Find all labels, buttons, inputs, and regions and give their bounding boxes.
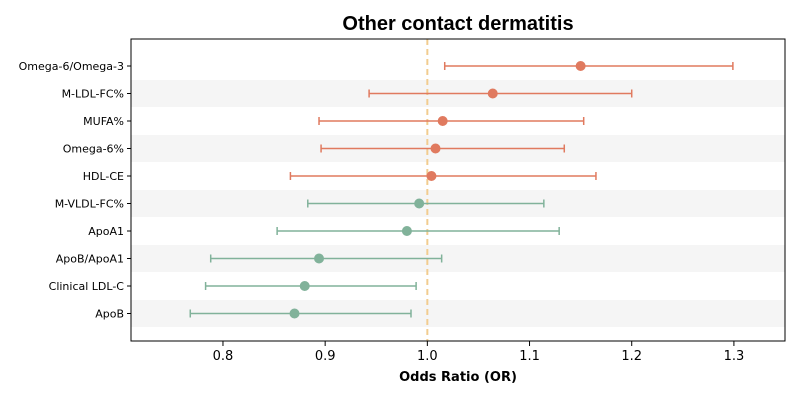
point-estimate: [430, 143, 441, 154]
row-label: Omega-6%: [63, 143, 124, 156]
point-estimate: [575, 61, 586, 71]
row-label: MUFA%: [83, 115, 124, 128]
row-label: ApoB: [95, 308, 124, 321]
x-tick-label: 1.3: [724, 349, 745, 364]
row-label: Clinical LDL-C: [49, 280, 125, 293]
x-tick-label: 1.2: [621, 349, 642, 364]
row-label: Omega-6/Omega-3: [19, 60, 124, 73]
row-label: ApoA1: [88, 225, 124, 238]
y-axis-labels: Omega-6/Omega-3 M-LDL-FC% MUFA% Omega-6% HDL…: [19, 60, 131, 321]
plot-frame: [130, 38, 786, 342]
row-label: HDL-CE: [83, 170, 124, 183]
x-axis-label: Odds Ratio (OR): [399, 370, 517, 385]
x-tick-label: 1.0: [417, 349, 438, 364]
point-estimate: [414, 198, 425, 209]
point-estimate: [314, 253, 325, 264]
point-estimate: [487, 88, 498, 99]
row-label: M-LDL-FC%: [62, 88, 124, 101]
point-estimate: [289, 308, 300, 319]
point-estimate: [299, 281, 310, 291]
point-estimate: [426, 171, 437, 181]
x-tick-label: 0.8: [213, 349, 234, 364]
point-estimate: [437, 116, 448, 126]
x-tick-label: 1.1: [519, 349, 540, 364]
x-tick-label: 0.9: [315, 349, 336, 364]
row-label: ApoB/ApoA1: [56, 253, 124, 266]
point-estimate: [401, 226, 412, 236]
row-label: M-VLDL-FC%: [55, 198, 124, 211]
estimate-marks: [189, 61, 734, 319]
chart-title: Other contact dermatitis: [342, 13, 573, 35]
x-axis: 0.8 0.9 1.0 1.1 1.2 1.3: [213, 341, 745, 364]
